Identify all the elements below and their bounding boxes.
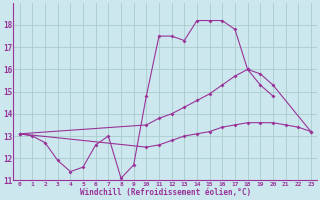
X-axis label: Windchill (Refroidissement éolien,°C): Windchill (Refroidissement éolien,°C)	[80, 188, 251, 197]
